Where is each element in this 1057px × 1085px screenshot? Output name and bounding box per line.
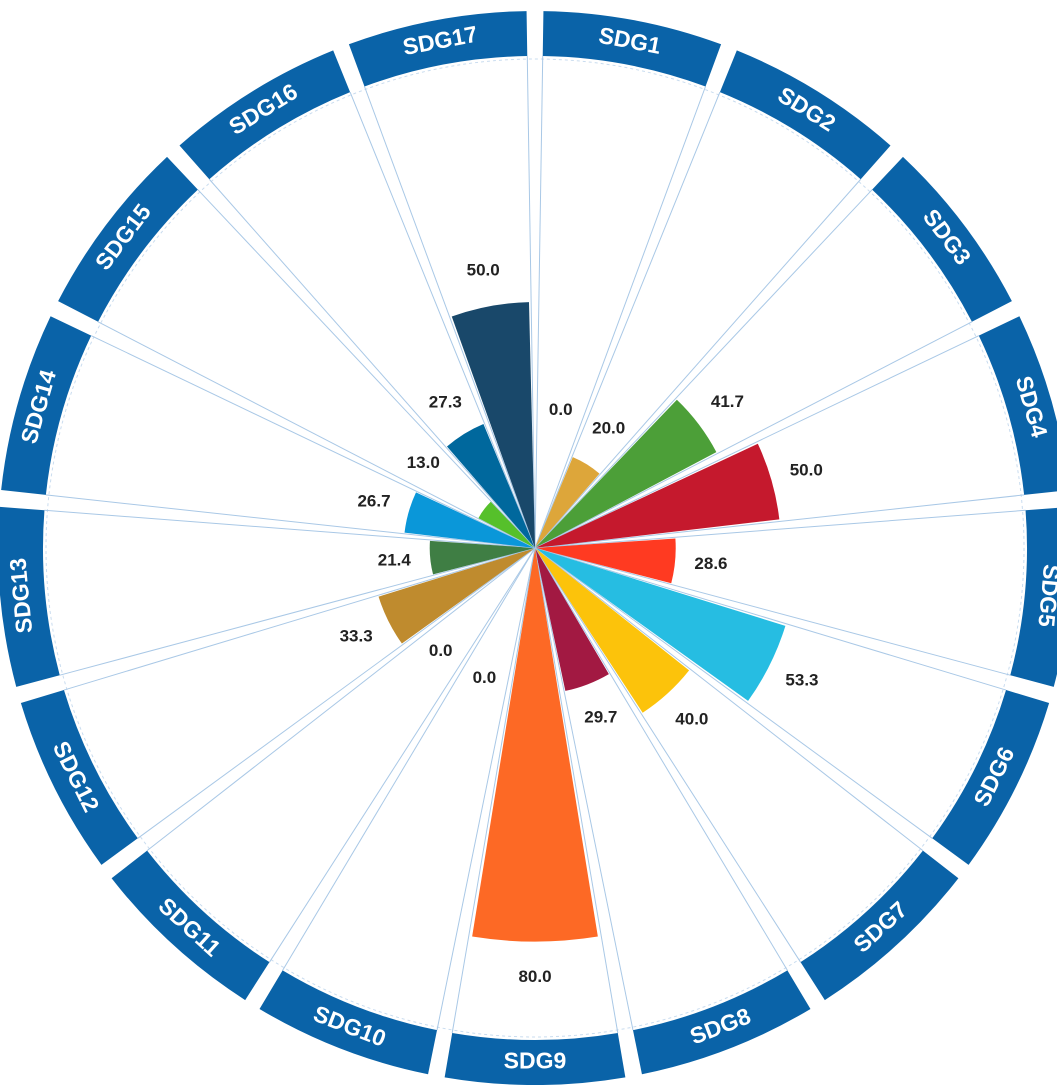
bar (472, 548, 598, 942)
spoke (534, 547, 924, 852)
category-band (0, 506, 60, 687)
value-label: 0.0 (549, 400, 573, 419)
category-band (1, 316, 92, 495)
bar (429, 540, 535, 575)
bar (451, 302, 535, 548)
spoke (534, 189, 873, 549)
category-band (259, 970, 438, 1075)
spoke (97, 321, 536, 549)
category-band (58, 156, 198, 322)
bar (535, 548, 609, 691)
bar (535, 457, 600, 548)
spoke (534, 178, 862, 549)
spoke (526, 56, 536, 549)
category-band (872, 156, 1012, 322)
spoke (534, 91, 721, 549)
category-band (1010, 507, 1057, 687)
value-label: 27.3 (429, 393, 462, 412)
value-label: 29.7 (584, 707, 617, 726)
spoke (534, 547, 1011, 676)
spoke (534, 86, 706, 549)
category-band (444, 1032, 626, 1085)
value-label: 50.0 (790, 460, 823, 479)
spoke (534, 547, 634, 1031)
bar (535, 548, 786, 701)
spoke (534, 509, 1026, 549)
category-label: SDG9 (504, 1048, 567, 1074)
spoke (137, 547, 536, 839)
spoke (90, 335, 536, 549)
spoke (45, 494, 536, 549)
spoke (436, 547, 536, 1031)
bar (446, 423, 535, 548)
category-band (719, 50, 891, 180)
category-band (111, 850, 270, 1001)
value-label: 26.7 (357, 492, 390, 511)
bar (535, 399, 717, 548)
spoke (349, 91, 536, 549)
bar (535, 538, 676, 584)
spoke (63, 547, 536, 691)
value-label: 28.6 (694, 554, 727, 573)
value-label: 50.0 (467, 260, 500, 279)
spoke (534, 547, 619, 1034)
spoke (534, 547, 788, 971)
spoke (364, 86, 536, 549)
bar (535, 443, 780, 548)
spoke (534, 56, 544, 549)
inner-circle (45, 58, 1025, 1038)
category-band (978, 316, 1057, 495)
value-label: 53.3 (785, 670, 818, 689)
spoke (59, 547, 536, 676)
value-label: 41.7 (711, 392, 744, 411)
bar (404, 492, 535, 548)
category-band (932, 690, 1050, 865)
category-band (179, 50, 351, 180)
spoke (146, 547, 536, 852)
spoke (44, 509, 536, 549)
bar (535, 548, 690, 713)
spoke (451, 547, 536, 1034)
value-label: 0.0 (429, 641, 453, 660)
spoke (534, 547, 1007, 691)
spoke (534, 494, 1025, 549)
bar (478, 501, 535, 548)
value-label: 13.0 (407, 453, 440, 472)
spoke (534, 335, 980, 549)
category-label: SDG5 (1033, 563, 1057, 628)
category-band (542, 11, 722, 87)
value-label: 80.0 (518, 967, 551, 986)
spoke (282, 547, 536, 971)
spoke (534, 547, 801, 963)
spoke (269, 547, 536, 963)
value-label: 20.0 (592, 418, 625, 437)
value-label: 40.0 (675, 710, 708, 729)
value-label: 21.4 (378, 551, 412, 570)
spoke (534, 547, 933, 839)
value-label: 33.3 (340, 627, 373, 646)
spoke (197, 189, 536, 549)
spoke (208, 178, 536, 549)
category-band (632, 970, 811, 1075)
category-band (20, 690, 138, 865)
category-band (348, 11, 528, 87)
spoke (534, 321, 973, 549)
category-band (800, 850, 959, 1001)
bar (378, 548, 535, 644)
value-label: 0.0 (473, 668, 497, 687)
